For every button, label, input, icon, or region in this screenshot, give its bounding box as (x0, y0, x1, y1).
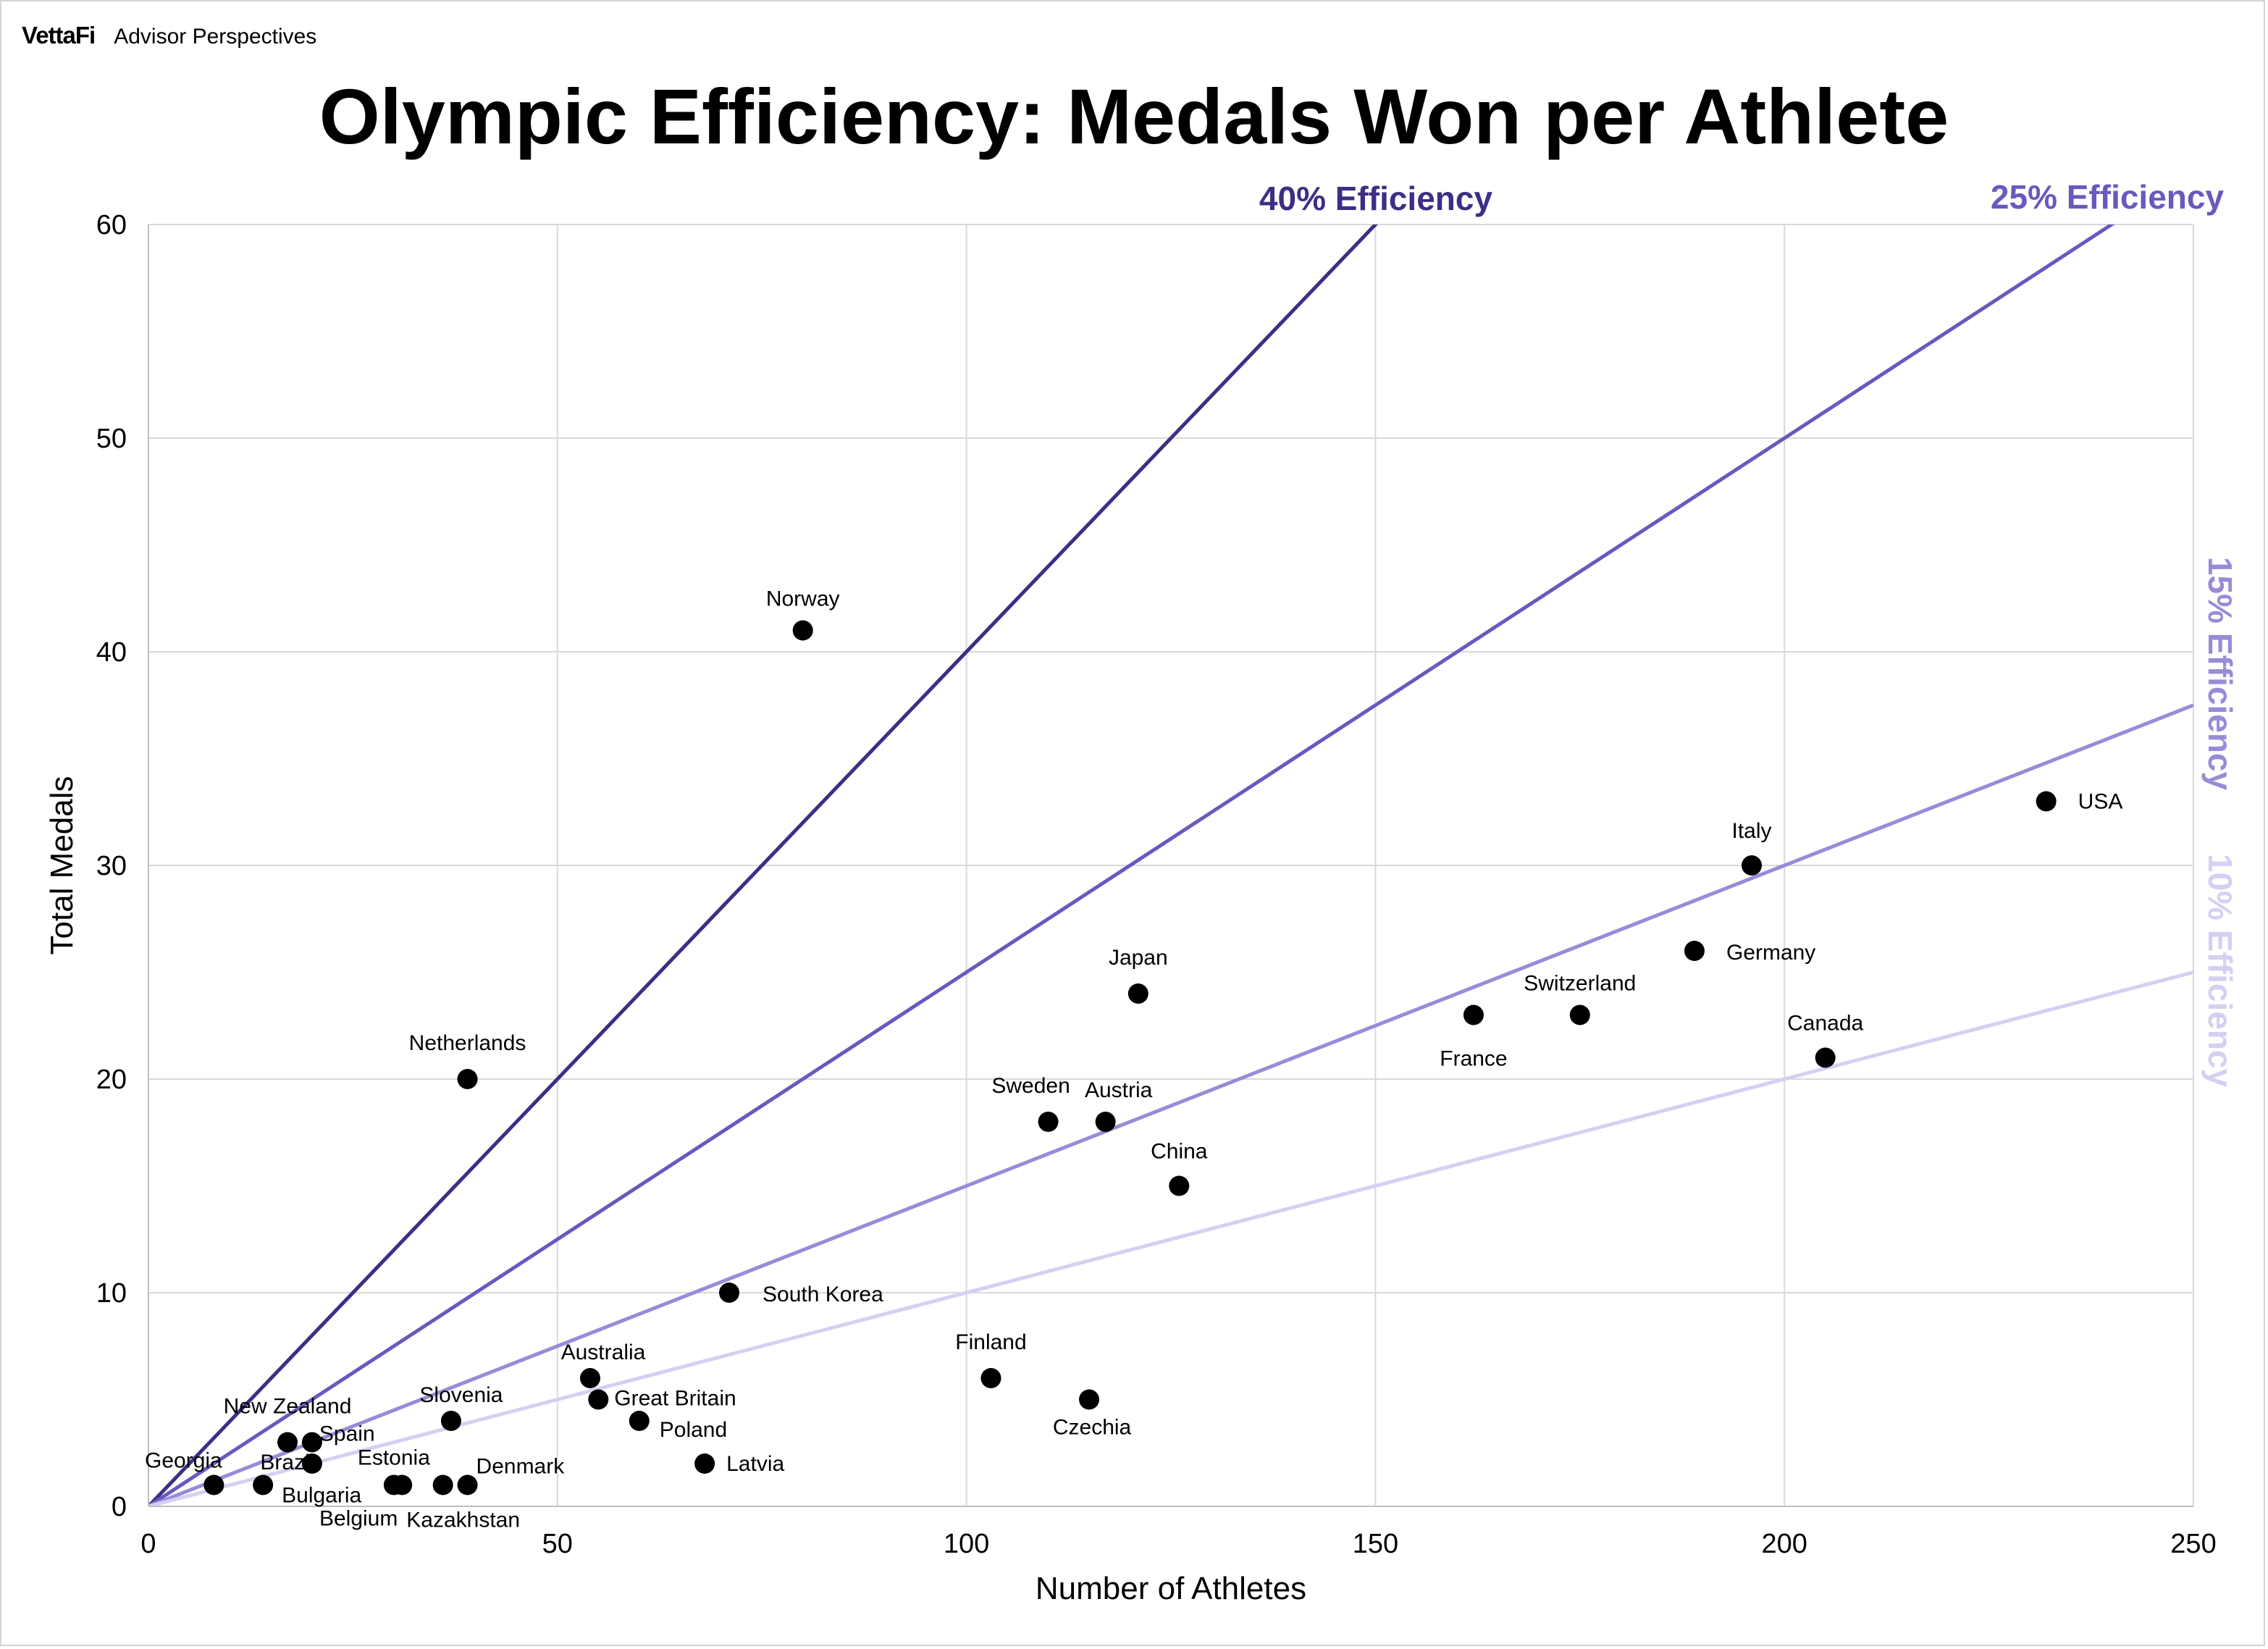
point-label: Netherlands (409, 1031, 526, 1055)
data-point (1079, 1389, 1100, 1410)
data-point (579, 1368, 600, 1388)
x-tick-label: 0 (140, 1529, 156, 1559)
point-label: Australia (561, 1340, 646, 1364)
x-tick-label: 250 (2170, 1529, 2216, 1559)
x-tick-label: 150 (1353, 1529, 1398, 1559)
point-label: New Zealand (224, 1395, 352, 1419)
data-point (1815, 1047, 1836, 1068)
point-label: Switzerland (1524, 972, 1636, 996)
point-label: Latvia (726, 1452, 784, 1476)
gridlines (148, 224, 2194, 1507)
y-tick-label: 40 (96, 637, 127, 668)
brand-subtitle: Advisor Perspectives (114, 25, 317, 49)
efficiency-line (148, 703, 2193, 1506)
point-label: Belgium (319, 1507, 398, 1531)
data-point (588, 1389, 609, 1410)
y-tick-label: 50 (96, 424, 127, 454)
data-point (1684, 941, 1705, 961)
point-label: South Korea (763, 1283, 883, 1306)
data-point (301, 1453, 322, 1474)
point-label: Brazil (260, 1451, 314, 1474)
point-label: Japan (1109, 946, 1168, 970)
point-label: China (1151, 1140, 1208, 1164)
efficiency-lines (148, 225, 2193, 1506)
data-point (203, 1474, 224, 1495)
efficiency-line (148, 225, 2115, 1506)
y-tick-label: 0 (112, 1492, 127, 1522)
point-label: Czechia (1053, 1416, 1132, 1440)
x-tick-label: 200 (1761, 1529, 1807, 1559)
vettafi-logo: VettaFi (22, 22, 96, 49)
data-point (1569, 1004, 1590, 1025)
data-point (980, 1368, 1001, 1388)
data-point (1742, 855, 1763, 876)
point-label: France (1440, 1047, 1507, 1071)
data-point (253, 1474, 274, 1495)
efficiency-label: 10% Efficiency (2201, 854, 2239, 1088)
data-point (1169, 1175, 1190, 1196)
data-point (301, 1432, 322, 1453)
point-label: Canada (1787, 1012, 1863, 1036)
data-point (629, 1411, 650, 1431)
point-label: Norway (766, 587, 840, 611)
data-point (1127, 983, 1148, 1004)
efficiency-label: 40% Efficiency (1259, 180, 1493, 217)
point-label: Austria (1085, 1078, 1153, 1102)
y-tick-label: 30 (96, 851, 127, 881)
data-point (277, 1432, 298, 1453)
efficiency-label: 15% Efficiency (2201, 557, 2239, 791)
data-points (203, 620, 2057, 1495)
point-label: Bulgaria (282, 1484, 361, 1508)
point-label: Italy (1732, 819, 1772, 843)
efficiency-line (148, 970, 2193, 1506)
brand: VettaFi Advisor Perspectives (22, 22, 316, 49)
point-label: Great Britain (614, 1387, 736, 1411)
point-label: Germany (1726, 941, 1815, 965)
point-label: Estonia (358, 1446, 430, 1470)
efficiency-line (148, 225, 1378, 1506)
efficiency-labels: 40% Efficiency 25% Efficiency 15% Efficien… (1259, 178, 2239, 1087)
y-tick-label: 20 (96, 1065, 127, 1095)
point-label: Denmark (476, 1455, 566, 1479)
point-label: Poland (660, 1418, 727, 1442)
x-tick-label: 50 (542, 1529, 573, 1559)
data-point (694, 1453, 715, 1474)
point-label: Georgia (145, 1449, 222, 1473)
data-point (792, 620, 813, 641)
data-point (457, 1069, 478, 1089)
data-point (2036, 791, 2057, 812)
point-label: Sweden (991, 1074, 1070, 1098)
data-point (1038, 1112, 1059, 1132)
y-tick-label: 10 (96, 1278, 127, 1309)
y-tick-label: 60 (96, 210, 127, 240)
data-point (440, 1411, 461, 1431)
chart-title: Olympic Efficiency: Medals Won per Athle… (319, 72, 1949, 160)
x-tick-label: 100 (944, 1529, 989, 1559)
data-point (392, 1474, 413, 1495)
point-label: Finland (955, 1330, 1026, 1354)
data-point (1095, 1112, 1116, 1132)
data-point (457, 1474, 478, 1495)
efficiency-label: 25% Efficiency (1991, 178, 2225, 216)
data-point (432, 1474, 453, 1495)
point-label: Kazakhstan (406, 1509, 520, 1532)
point-label: Spain (319, 1422, 375, 1446)
data-point (719, 1283, 740, 1303)
data-point (1463, 1004, 1484, 1025)
point-labels: Norway USA Italy Germany Japan France Switzerl… (145, 587, 2122, 1532)
axes: 0 50 100 150 200 250 0 10 20 30 40 50 60 Number of At… (44, 210, 2217, 1606)
x-axis-title: Number of Athletes (1036, 1571, 1306, 1606)
y-axis-title: Total Medals (44, 776, 80, 954)
point-label: USA (2078, 790, 2123, 814)
point-label: Slovenia (419, 1383, 503, 1407)
